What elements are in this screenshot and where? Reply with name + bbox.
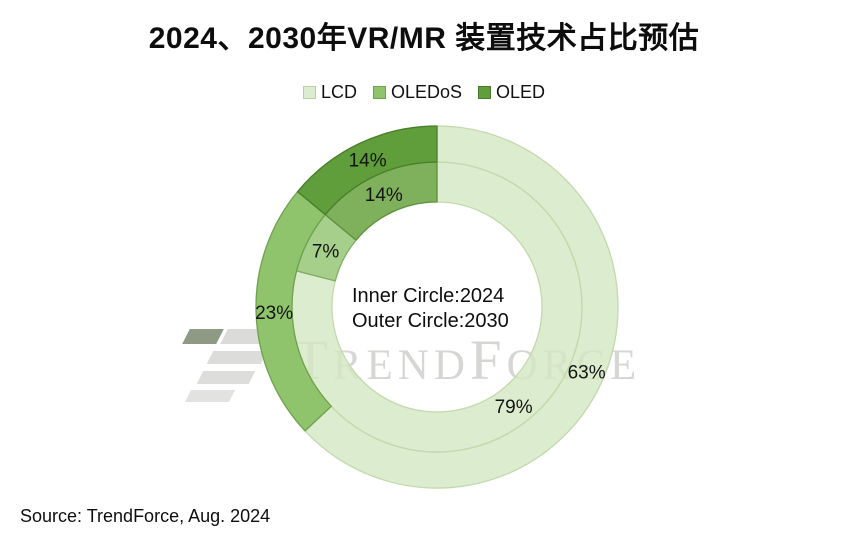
legend-item-oledos: OLEDoS: [372, 82, 463, 103]
center-label-line1: Inner Circle:2024: [352, 285, 505, 307]
legend-label-lcd: LCD: [320, 82, 357, 102]
chart-title: 2024、2030年VR/MR 装置技术占比预估: [148, 22, 700, 55]
label-inner-oled: 14%: [365, 185, 403, 206]
slice-outer-lcd: [304, 125, 619, 489]
legend-swatch-lcd: [302, 86, 316, 99]
legend-swatch-oled: [478, 86, 492, 99]
legend-item-oled: OLED: [478, 82, 545, 103]
donut-center-label: Inner Circle:2024 Outer Circle:2030: [352, 284, 509, 334]
slice-outer-oled: [296, 125, 438, 216]
chart-legend: LCD OLEDoS OLED: [0, 82, 848, 103]
center-label-line2: Outer Circle:2030: [352, 310, 509, 332]
watermark-letter: F: [469, 329, 507, 392]
label-outer-lcd: 63%: [568, 363, 606, 384]
label-inner-lcd: 79%: [495, 397, 533, 418]
legend-label-oled: OLED: [496, 82, 546, 102]
legend-swatch-oledos: [372, 86, 386, 99]
label-outer-oledos: 23%: [255, 303, 293, 324]
source-note: Source: TrendForce, Aug. 2024: [20, 506, 271, 526]
label-inner-oledos: 7%: [312, 241, 340, 262]
label-outer-oled: 14%: [349, 151, 387, 172]
legend-item-lcd: LCD: [302, 82, 357, 103]
legend-label-oledos: OLEDoS: [390, 82, 463, 102]
